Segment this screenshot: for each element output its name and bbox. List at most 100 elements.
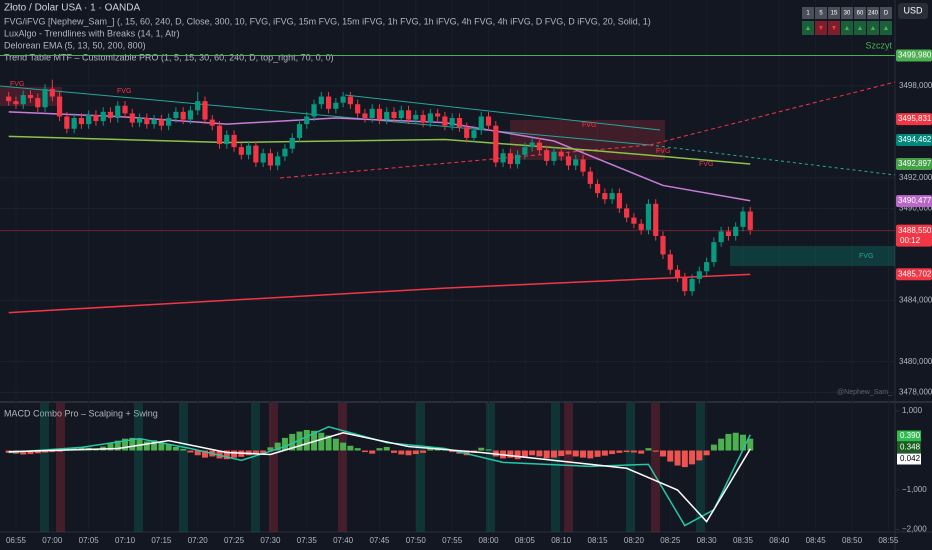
histogram-bar xyxy=(143,441,150,451)
signal-band xyxy=(696,403,705,532)
histogram-bar xyxy=(725,433,732,451)
candle-body xyxy=(267,153,274,166)
table-cell xyxy=(880,21,892,35)
signal-band xyxy=(251,403,260,532)
table-cell xyxy=(867,21,879,35)
candle-body xyxy=(456,118,463,128)
candle-body xyxy=(35,98,41,108)
histogram-bar xyxy=(172,446,179,451)
time-label: 07:15 xyxy=(151,536,172,545)
y-tick-label: 3498,000 xyxy=(899,81,932,90)
candle-body xyxy=(173,111,179,119)
histogram-bar xyxy=(107,443,114,451)
candle-body xyxy=(544,150,550,161)
value-label-bg xyxy=(897,442,921,453)
histogram-bar xyxy=(594,450,601,457)
trend-signal: ▲ xyxy=(844,25,851,32)
value-label-bg xyxy=(897,453,921,465)
histogram-bar xyxy=(521,450,528,457)
histogram-bar xyxy=(747,438,754,451)
candle-body xyxy=(253,145,259,163)
candle-body xyxy=(13,101,19,105)
histogram-bar xyxy=(49,450,56,453)
histogram-bar xyxy=(667,450,674,462)
y-tick-label: −2,000 xyxy=(902,525,927,534)
candle-body xyxy=(362,113,368,119)
candle-body xyxy=(86,114,92,125)
histogram-bar xyxy=(485,449,492,451)
candle-body xyxy=(151,119,157,125)
candle-body xyxy=(682,277,688,292)
y-tick-label: 3492,000 xyxy=(899,173,932,182)
candle-body xyxy=(485,116,492,126)
table-cell xyxy=(841,21,853,35)
histogram-bar xyxy=(514,450,521,460)
candle-body xyxy=(478,116,484,131)
timeframe: D xyxy=(884,11,889,17)
candle-body xyxy=(107,111,114,119)
histogram-bar xyxy=(550,450,557,458)
histogram-bar xyxy=(34,450,41,454)
candle-body xyxy=(391,111,397,119)
histogram-bar xyxy=(347,445,354,451)
candle-body xyxy=(49,88,55,97)
fvg-label: FVG xyxy=(699,161,713,168)
candle-body xyxy=(645,203,652,230)
candle-body xyxy=(333,102,339,109)
histogram-bar xyxy=(391,450,398,453)
time-label: 07:55 xyxy=(442,536,463,545)
histogram-bar xyxy=(449,450,456,453)
currency-button[interactable] xyxy=(898,3,928,19)
price-label: 3488,550 xyxy=(898,226,932,235)
candle-body xyxy=(580,159,586,172)
y-tick-label: −1,000 xyxy=(902,485,927,494)
histogram-bar xyxy=(580,450,587,458)
candle-body xyxy=(180,111,186,120)
histogram-bar xyxy=(340,442,347,451)
trend-signal: ▲ xyxy=(870,25,877,32)
table-cell xyxy=(802,21,814,35)
fvg-label: FVG xyxy=(117,88,131,95)
histogram-bar xyxy=(165,444,172,451)
timeframe: 60 xyxy=(857,11,864,17)
histogram-bar xyxy=(572,450,579,457)
histogram-bar xyxy=(478,447,485,451)
candle-body xyxy=(449,118,455,126)
candle-body xyxy=(660,236,666,255)
macd-line xyxy=(8,431,751,523)
y-tick-label: 3478,000 xyxy=(899,387,932,396)
fvg-box xyxy=(730,246,895,266)
candle-body xyxy=(64,116,70,129)
histogram-bar xyxy=(281,437,288,451)
candle-body xyxy=(500,153,506,163)
time-label: 07:00 xyxy=(42,536,63,545)
trendline xyxy=(344,94,661,131)
price-label: 3495,831 xyxy=(898,114,932,123)
time-label: 07:20 xyxy=(188,536,209,545)
candle-body xyxy=(522,147,528,155)
histogram-bar xyxy=(718,438,725,451)
histogram-bar xyxy=(303,429,310,451)
candle-body xyxy=(616,193,622,209)
time-label: 08:55 xyxy=(878,536,899,545)
candle-body xyxy=(718,231,724,243)
histogram-bar xyxy=(507,450,514,458)
ema-line xyxy=(8,135,751,165)
histogram-bar xyxy=(231,450,238,458)
candle-body xyxy=(195,101,201,111)
time-label: 08:50 xyxy=(842,536,863,545)
candle-body xyxy=(260,153,266,163)
watermark: @Nephew_Sam_ xyxy=(837,389,892,396)
value-label-bg xyxy=(897,430,921,442)
fvg-label: FVG xyxy=(582,122,596,129)
candle-body xyxy=(144,118,150,125)
value-label: 0.390 xyxy=(900,431,921,440)
candle-body xyxy=(216,125,223,145)
table-cell xyxy=(828,7,840,19)
indicator-legend: LuxAlgo - Trendlines with Breaks (14, 1,… xyxy=(4,28,180,38)
signal-band xyxy=(551,403,560,532)
candle-body xyxy=(435,113,441,117)
indicator-legend: FVG/iFVG [Nephew_Sam_] (, 15, 60, 240, D… xyxy=(4,16,651,26)
currency-label[interactable]: USD xyxy=(903,5,923,15)
table-cell xyxy=(841,7,853,19)
